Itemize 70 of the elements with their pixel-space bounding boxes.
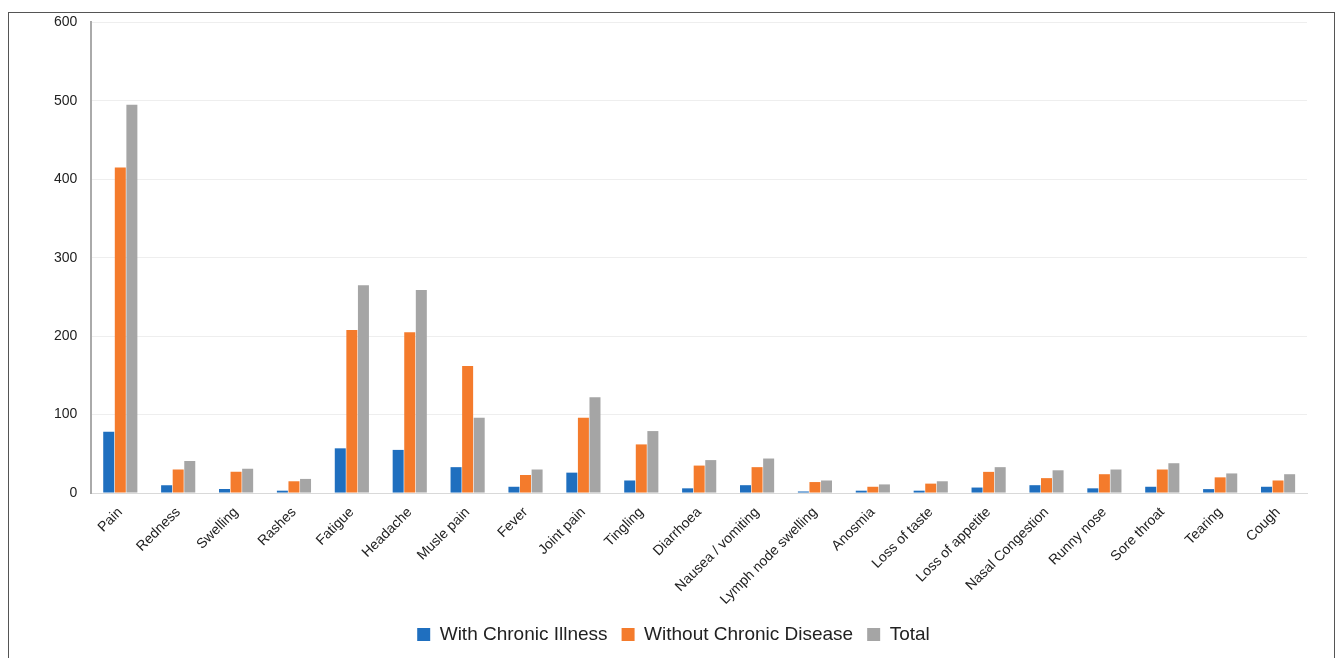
- bar: [624, 480, 636, 493]
- bar: [473, 417, 485, 493]
- legend-label: Without Chronic Disease: [644, 622, 854, 644]
- bar: [230, 471, 242, 493]
- bar: [346, 329, 358, 493]
- y-tick-label: 300: [54, 248, 78, 265]
- bar: [682, 488, 694, 493]
- bar: [300, 478, 312, 493]
- bar: [1110, 469, 1122, 493]
- bar: [392, 449, 404, 493]
- y-tick-label: 400: [54, 170, 78, 187]
- bar: [1087, 488, 1099, 493]
- bar: [184, 460, 196, 493]
- bar: [693, 465, 705, 493]
- bar: [288, 481, 300, 493]
- bar: [161, 485, 173, 493]
- legend-label: With Chronic Illness: [439, 622, 608, 644]
- y-tick-label: 100: [54, 405, 78, 422]
- bar: [1156, 469, 1168, 493]
- bar: [1284, 474, 1296, 493]
- bar: [415, 289, 427, 493]
- bar: [1052, 470, 1064, 493]
- bar: [126, 104, 138, 493]
- bar: [242, 468, 254, 493]
- bar: [751, 467, 763, 493]
- bar: [1145, 486, 1157, 493]
- bar: [531, 469, 543, 493]
- bar: [809, 482, 821, 493]
- bar: [219, 489, 230, 493]
- bar: [1098, 474, 1110, 493]
- bar: [936, 481, 948, 493]
- bar: [462, 365, 474, 493]
- bar: [1214, 477, 1226, 493]
- bar: [1226, 473, 1238, 493]
- bar: [566, 472, 578, 493]
- bar: [867, 486, 879, 493]
- bar: [878, 484, 890, 493]
- bar: [589, 397, 601, 493]
- bar: [971, 487, 983, 493]
- bar: [508, 486, 520, 493]
- bar: [983, 471, 995, 493]
- bar: [404, 332, 416, 493]
- bar: [520, 475, 532, 493]
- bar: [172, 469, 184, 493]
- y-tick-label: 200: [54, 327, 78, 344]
- bar: [1168, 463, 1180, 493]
- bar: [1041, 478, 1053, 493]
- y-tick-label: 0: [69, 483, 78, 500]
- bar: [994, 467, 1006, 493]
- bar: [635, 444, 647, 493]
- bar: [334, 448, 346, 493]
- y-tick-label: 500: [54, 91, 78, 108]
- bar: [577, 417, 589, 493]
- bar: [1260, 486, 1272, 493]
- bar: [763, 458, 775, 493]
- bar: [114, 167, 126, 493]
- bar: [925, 483, 937, 493]
- x-tick-label: Pain: [94, 503, 126, 535]
- bar: [821, 480, 833, 493]
- bar: [1029, 485, 1041, 493]
- y-tick-label: 600: [54, 13, 78, 30]
- bar: [705, 460, 717, 493]
- legend-label: Total: [889, 622, 930, 644]
- bar: [1203, 489, 1215, 493]
- bar: [450, 467, 462, 493]
- bar: [357, 285, 369, 493]
- bar: [739, 485, 751, 493]
- bar: [103, 431, 115, 493]
- bar: [647, 431, 659, 493]
- bar: [1272, 480, 1284, 493]
